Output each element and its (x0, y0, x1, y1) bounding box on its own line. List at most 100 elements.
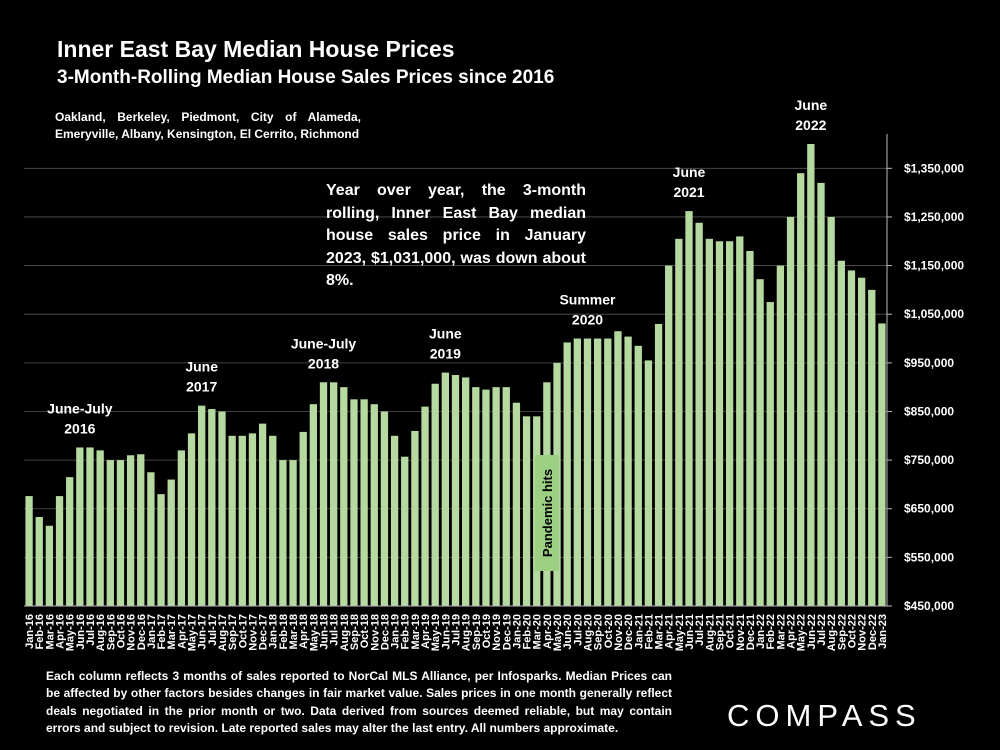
bar (878, 323, 886, 606)
x-tick-label: May-22 (796, 614, 808, 651)
bar (583, 338, 592, 606)
bar (736, 236, 744, 606)
bar (665, 265, 673, 606)
peak-annotations: June-July 2016 June 2017 June-July 2018 June 20… (47, 97, 827, 436)
x-tick-label: Sep-21 (714, 614, 726, 650)
x-tick-label: Mar-18 (288, 614, 300, 649)
x-tick-label: Apr-19 (420, 614, 432, 649)
bar (675, 238, 683, 606)
x-tick-label: Oct-18 (359, 614, 371, 648)
x-tick-label: Aug-22 (826, 614, 838, 651)
bar (837, 260, 845, 606)
x-tick-label: Jul-16 (85, 614, 97, 646)
bar (401, 456, 409, 606)
x-axis-labels: Jan-16Feb-16Mar-16Apr-16May-16Jun-16Jul-… (24, 614, 889, 651)
bar (289, 460, 297, 606)
bar (106, 460, 114, 606)
bar (614, 331, 622, 606)
x-tick-label: Jan-21 (633, 614, 645, 649)
x-tick-label: Aug-16 (95, 614, 107, 651)
x-tick-label: Feb-16 (34, 614, 46, 649)
page-subtitle: 3-Month-Rolling Median House Sales Price… (57, 67, 555, 88)
bar (126, 455, 135, 606)
x-tick-label: Aug-20 (582, 614, 594, 651)
bar (208, 409, 216, 606)
bar (441, 372, 450, 606)
x-tick-label: Mar-20 (532, 614, 544, 649)
x-tick-label: Nov-19 (491, 614, 503, 651)
y-tick-label: $1,050,000 (904, 307, 964, 321)
x-tick-label: Dec-16 (136, 614, 148, 650)
bar (55, 496, 64, 606)
bar (198, 405, 206, 606)
x-tick-label: Jul-18 (329, 614, 341, 646)
annotation-label: Summer (559, 292, 616, 308)
x-tick-label: Jun-17 (197, 614, 209, 649)
bar (593, 338, 602, 606)
x-tick-label: Jan-20 (511, 614, 523, 649)
bar (502, 387, 510, 606)
bar (715, 241, 724, 606)
bar (461, 377, 470, 606)
x-tick-label: Dec-18 (379, 614, 391, 650)
x-tick-label: Nov-18 (369, 614, 381, 651)
x-tick-label: Feb-18 (278, 614, 290, 649)
bar (746, 250, 754, 606)
x-tick-label: Feb-20 (522, 614, 534, 649)
y-axis: $450,000 $550,000 $650,000 $750,000 $850,000… (24, 134, 964, 613)
x-tick-label: Apr-21 (664, 614, 676, 649)
x-tick-label: Jan-16 (24, 614, 36, 649)
x-tick-label: Jun-18 (319, 614, 331, 649)
y-tick-label: $850,000 (904, 404, 954, 418)
x-tick-label: May-17 (187, 614, 199, 651)
x-tick-label: Dec-17 (258, 614, 270, 650)
x-tick-label: May-20 (552, 614, 564, 651)
annotation-label: 2020 (572, 312, 603, 328)
bar (86, 447, 94, 606)
x-tick-label: Jun-19 (440, 614, 452, 649)
bar (725, 241, 734, 606)
x-tick-label: Feb-22 (765, 614, 777, 649)
annotation-label: June (185, 359, 218, 375)
bar (157, 494, 165, 606)
x-tick-label: Jan-22 (755, 614, 767, 649)
bar (319, 382, 328, 606)
bar (380, 411, 389, 606)
x-tick-label: Jun-20 (562, 614, 574, 649)
bar (187, 433, 196, 606)
bar (573, 338, 581, 606)
x-tick-label: Sep-17 (227, 614, 239, 650)
bar (654, 323, 663, 606)
bar (45, 525, 54, 606)
x-tick-label: Sep-20 (593, 614, 605, 650)
bar (411, 430, 419, 606)
bar (96, 450, 104, 606)
annotation-label: 2019 (430, 346, 461, 362)
bar (248, 433, 257, 606)
x-tick-label: Jan-19 (390, 614, 402, 649)
bar (238, 435, 246, 606)
x-tick-label: Sep-18 (349, 614, 361, 650)
bar (360, 399, 368, 606)
x-tick-label: Aug-21 (704, 614, 716, 651)
bar (644, 360, 653, 606)
bar (492, 387, 500, 606)
page-title: Inner East Bay Median House Prices (57, 36, 455, 62)
y-tick-label: $650,000 (904, 502, 954, 516)
bar (66, 477, 74, 606)
bar (776, 265, 785, 606)
bar (228, 435, 236, 606)
pandemic-label-text: Pandemic hits (540, 469, 555, 557)
x-tick-label: May-18 (308, 614, 320, 651)
x-tick-label: Apr-18 (298, 614, 310, 649)
x-tick-label: Apr-22 (786, 614, 798, 649)
x-tick-label: Jul-20 (572, 614, 584, 646)
cities-note: Oakland, Berkeley, Piedmont, City of Ala… (55, 110, 361, 141)
annotation-label: June (795, 97, 828, 113)
bar (857, 277, 866, 606)
bar (431, 383, 439, 606)
bar (451, 375, 460, 606)
bar (76, 447, 84, 606)
x-tick-label: Oct-16 (115, 614, 127, 648)
